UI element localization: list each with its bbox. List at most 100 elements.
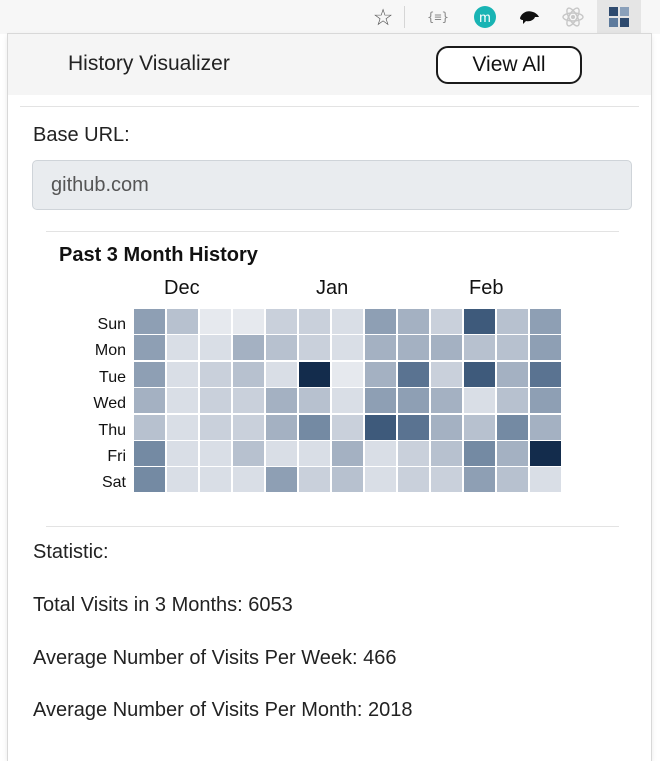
- heatmap-cell: [200, 414, 231, 440]
- heatmap-cell: [431, 388, 462, 414]
- base-url-input[interactable]: [32, 160, 632, 210]
- heatmap-cell: [332, 309, 363, 334]
- heatmap-cell: [167, 388, 198, 414]
- heatmap-cell: [200, 309, 231, 334]
- heatmap-cell: [464, 414, 495, 440]
- month-label-dec: Dec: [164, 277, 200, 299]
- heatmap-cell: [464, 361, 495, 387]
- react-icon[interactable]: [559, 3, 587, 31]
- heatmap-cell: [200, 335, 231, 361]
- month-label-feb: Feb: [469, 277, 504, 299]
- extension-popup: History Visualizer View All Base URL: Pa…: [8, 34, 651, 761]
- heatmap-cell: [398, 414, 429, 440]
- heatmap-cell: [233, 467, 264, 493]
- heatmap-cell: [497, 335, 528, 361]
- heatmap-cell: [167, 467, 198, 493]
- chart-bottom-divider: [46, 526, 619, 527]
- heatmap-cell: [530, 361, 561, 387]
- heatmap-cell: [431, 441, 462, 466]
- day-label-mon: Mon: [94, 342, 126, 359]
- heatmap-cell: [530, 335, 561, 361]
- heatmap-cell: [299, 361, 330, 387]
- heatmap-cell: [233, 335, 264, 361]
- heatmap-cell: [530, 467, 561, 493]
- json-viewer-icon[interactable]: {≡}: [424, 3, 452, 31]
- heatmap-cell: [134, 441, 165, 466]
- heatmap-cell: [464, 441, 495, 466]
- heatmap-cell: [530, 414, 561, 440]
- heatmap-cell: [200, 388, 231, 414]
- heatmap-cell: [431, 361, 462, 387]
- heatmap-cell: [365, 335, 396, 361]
- toolbar-separator: [404, 6, 405, 28]
- heatmap-cell: [497, 414, 528, 440]
- browser-toolbar: ☆ {≡} m: [0, 0, 660, 34]
- heatmap-cell: [464, 388, 495, 414]
- heatmap-cell: [266, 414, 297, 440]
- squid-icon[interactable]: [515, 3, 543, 31]
- heatmap-cell: [299, 414, 330, 440]
- heatmap-cell: [167, 441, 198, 466]
- day-label-fri: Fri: [107, 448, 126, 465]
- heatmap-cell: [266, 467, 297, 493]
- heatmap-cell: [497, 467, 528, 493]
- heatmap-cell: [365, 467, 396, 493]
- heatmap-cell: [299, 467, 330, 493]
- statistic-heading: Statistic:: [33, 541, 109, 563]
- heatmap-cell: [398, 388, 429, 414]
- heatmap-cell: [431, 467, 462, 493]
- heatmap-cell: [464, 467, 495, 493]
- star-icon[interactable]: ☆: [372, 3, 394, 30]
- heatmap-cell: [497, 309, 528, 334]
- heatmap-cell: [398, 309, 429, 334]
- heatmap-cell: [134, 414, 165, 440]
- day-label-thu: Thu: [98, 422, 126, 439]
- total-visits-text: Total Visits in 3 Months: 6053: [33, 594, 293, 616]
- heatmap-cell: [233, 441, 264, 466]
- month-label-jan: Jan: [316, 277, 349, 299]
- heatmap-cell: [332, 335, 363, 361]
- popup-header: History Visualizer View All: [8, 34, 651, 95]
- heatmap-cell: [464, 335, 495, 361]
- heatmap-cell: [332, 441, 363, 466]
- heatmap-cell: [233, 414, 264, 440]
- heatmap-cell: [134, 467, 165, 493]
- heatmap-cell: [266, 361, 297, 387]
- json-viewer-glyph: {≡}: [427, 10, 449, 24]
- heatmap-cell: [464, 309, 495, 334]
- history-visualizer-icon[interactable]: [597, 0, 641, 34]
- heatmap-cell: [200, 467, 231, 493]
- heatmap-cell: [167, 361, 198, 387]
- heatmap-cell: [299, 335, 330, 361]
- heatmap-cell: [299, 309, 330, 334]
- day-label-tue: Tue: [99, 369, 126, 386]
- heatmap-cell: [233, 309, 264, 334]
- view-all-button[interactable]: View All: [436, 46, 582, 84]
- heatmap-cell: [365, 309, 396, 334]
- heatmap-cell: [266, 388, 297, 414]
- heatmap-cell: [398, 335, 429, 361]
- heatmap-cell: [332, 467, 363, 493]
- heatmap-cell: [200, 441, 231, 466]
- avg-visits-per-month-text: Average Number of Visits Per Month: 2018: [33, 699, 413, 721]
- day-label-wed: Wed: [93, 395, 126, 412]
- heatmap-cell: [365, 441, 396, 466]
- heatmap-cell: [398, 467, 429, 493]
- heatmap-cell: [365, 361, 396, 387]
- heatmap-cell: [233, 388, 264, 414]
- heatmap-cell: [266, 335, 297, 361]
- heatmap-cell: [200, 361, 231, 387]
- heatmap-cell: [134, 388, 165, 414]
- avg-visits-per-week-text: Average Number of Visits Per Week: 466: [33, 647, 397, 669]
- heatmap-cell: [233, 361, 264, 387]
- base-url-label: Base URL:: [33, 124, 130, 146]
- m-extension-icon[interactable]: m: [471, 3, 499, 31]
- heatmap-cell: [497, 388, 528, 414]
- heatmap-cell: [365, 388, 396, 414]
- heatmap-cell: [497, 441, 528, 466]
- heatmap-cell: [167, 335, 198, 361]
- day-label-sun: Sun: [97, 316, 126, 333]
- heatmap-cell: [299, 441, 330, 466]
- heatmap-cell: [530, 309, 561, 334]
- heatmap-cell: [134, 361, 165, 387]
